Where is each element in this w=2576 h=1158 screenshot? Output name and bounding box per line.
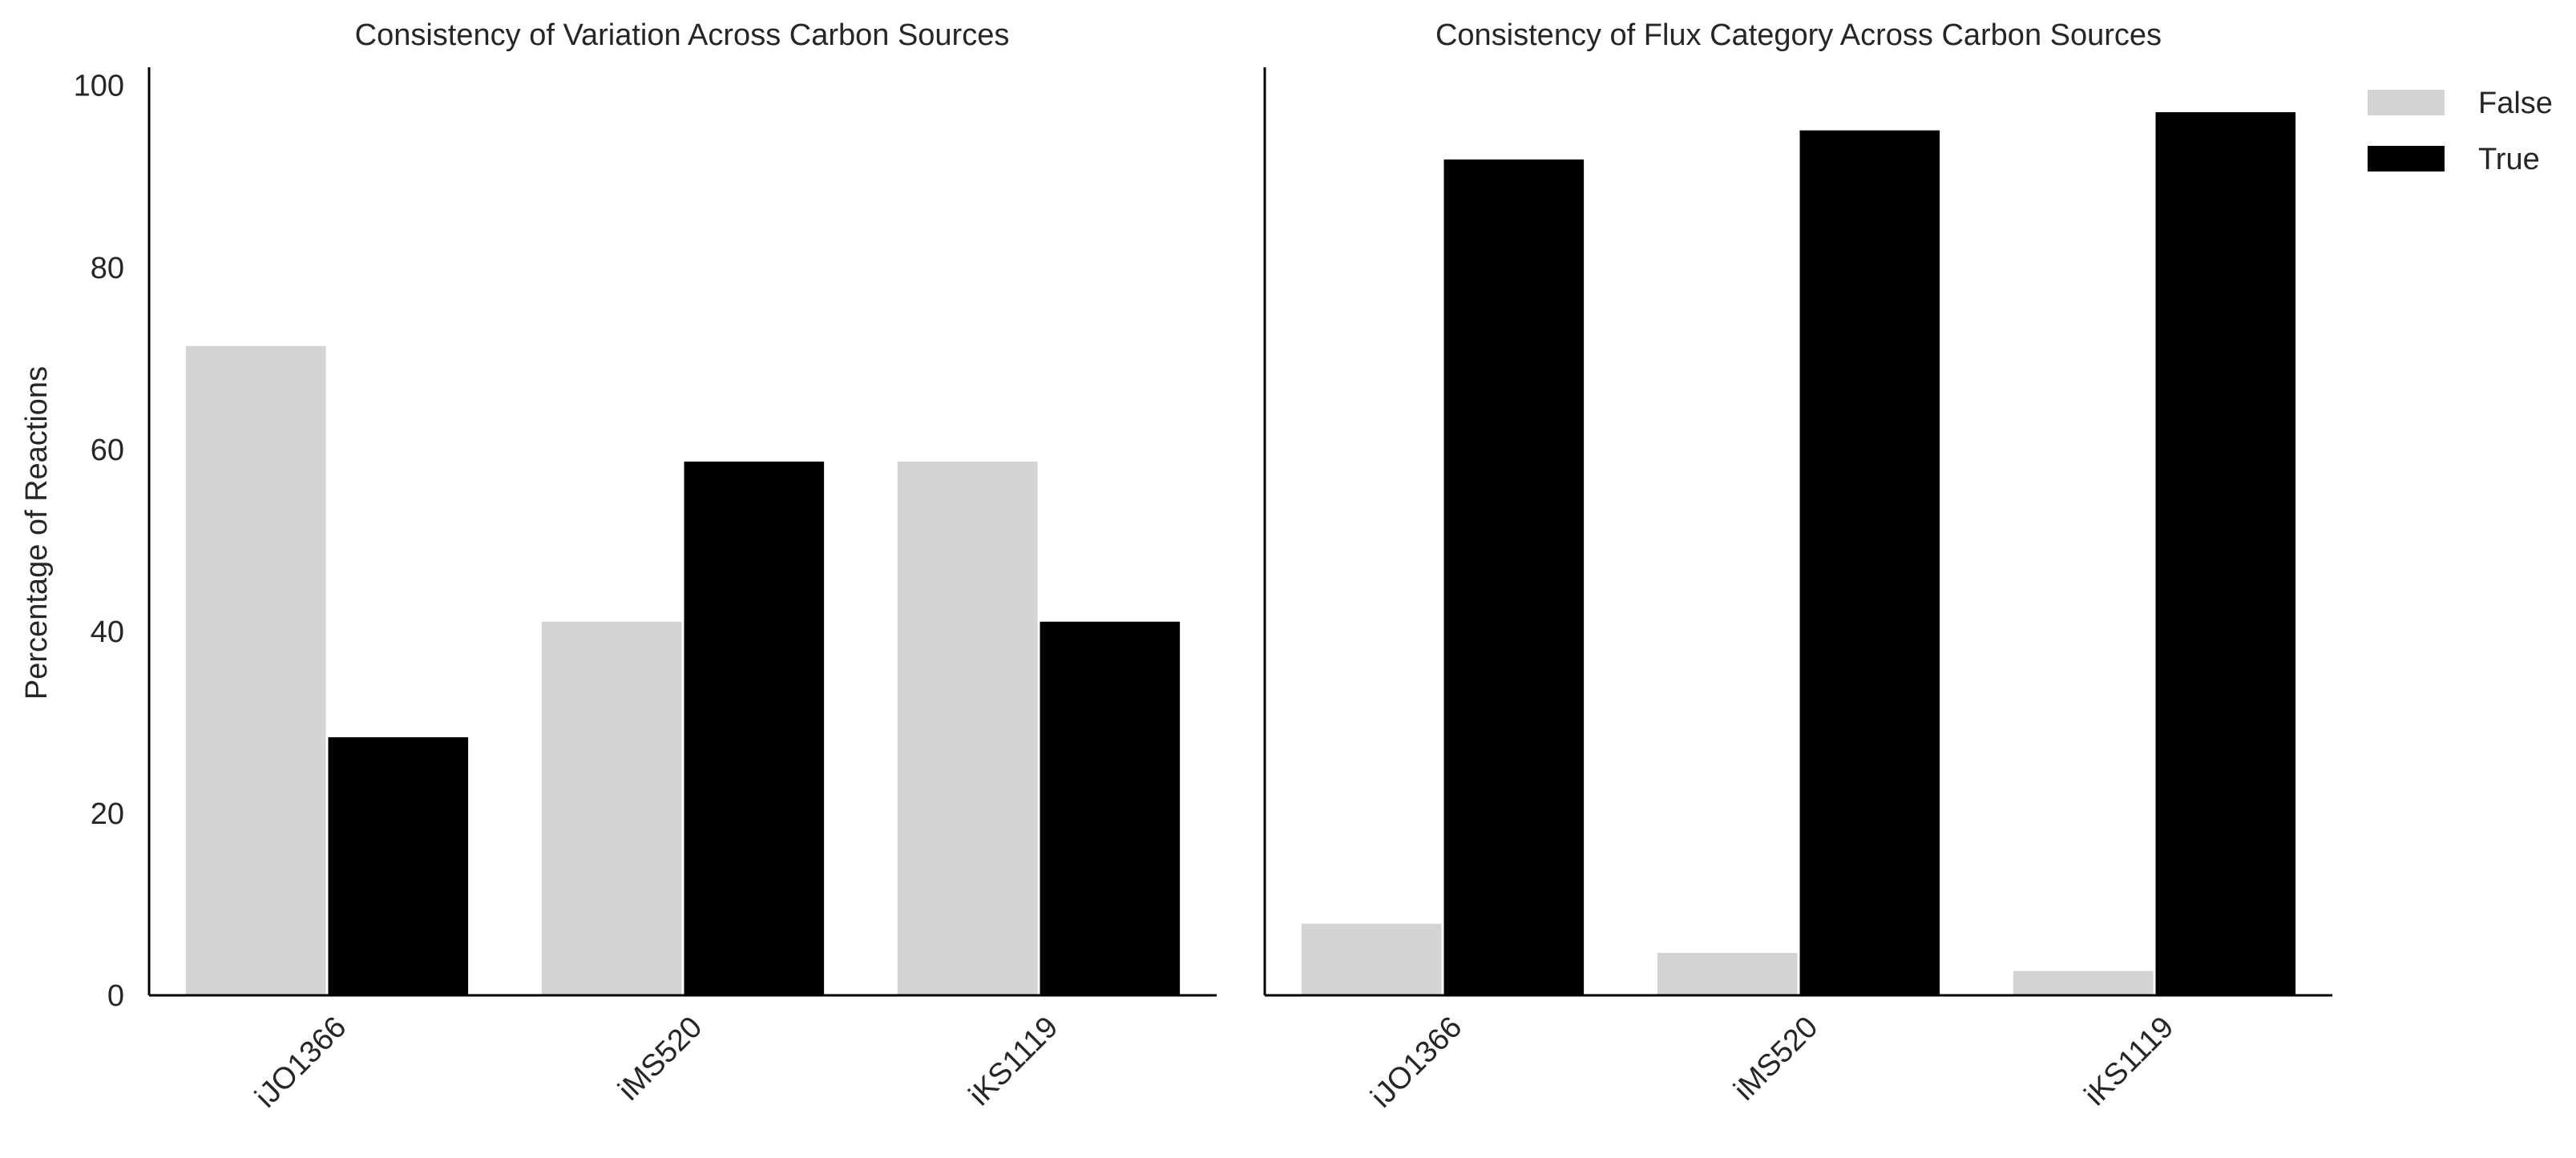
bar-true-iks1119 (1037, 619, 1183, 997)
x-tick-label: iMS520 (612, 1011, 709, 1108)
axes (147, 67, 1217, 997)
axes (1263, 67, 2332, 997)
x-tick-label: iKS1119 (963, 1011, 1064, 1112)
bar-false-ims520 (539, 619, 684, 997)
legend-label-true: True (2478, 143, 2540, 176)
bar-false-ijo1366 (183, 343, 329, 997)
y-tick-label: 80 (91, 252, 124, 285)
y-tick-label: 0 (107, 979, 124, 1013)
x-tick-label: iMS520 (1728, 1011, 1825, 1108)
bar-true-ims520 (1797, 127, 1943, 997)
chart-panel-variation: Consistency of Variation Across Carbon S… (20, 18, 1217, 1114)
chart-title: Consistency of Flux Category Across Carb… (1435, 18, 2162, 52)
chart-title: Consistency of Variation Across Carbon S… (355, 18, 1010, 52)
legend-label-false: False (2478, 87, 2553, 120)
y-tick-label: 40 (91, 615, 124, 649)
x-tick-label: iJO1366 (249, 1011, 353, 1115)
legend-swatch-true (2368, 146, 2445, 171)
bar-group (1298, 109, 2299, 997)
x-ticks: iJO1366 iMS520 iKS1119 (1365, 1011, 2181, 1115)
bar-false-iks1119 (894, 458, 1040, 997)
y-tick-label: 60 (91, 434, 124, 467)
y-ticks: 0 20 40 60 80 100 (74, 70, 124, 1013)
bar-true-ijo1366 (1441, 157, 1587, 997)
x-tick-label: iKS1119 (2078, 1011, 2180, 1112)
bar-true-ijo1366 (325, 734, 471, 997)
bar-false-ims520 (1654, 950, 1800, 997)
x-tick-label: iJO1366 (1365, 1011, 1469, 1115)
legend-swatch-false (2368, 90, 2445, 115)
bar-false-iks1119 (2010, 968, 2156, 997)
chart-panel-flux-category: Consistency of Flux Category Across Carb… (1263, 18, 2332, 1115)
y-tick-label: 100 (74, 70, 124, 103)
x-ticks: iJO1366 iMS520 iKS1119 (249, 1011, 1065, 1115)
bar-true-iks1119 (2153, 109, 2299, 997)
bar-group (183, 343, 1183, 997)
legend: False True (2368, 87, 2553, 176)
bar-false-ijo1366 (1298, 921, 1444, 997)
y-tick-label: 20 (91, 797, 124, 831)
bar-true-ims520 (681, 458, 827, 997)
y-axis-label: Percentage of Reactions (20, 366, 54, 700)
